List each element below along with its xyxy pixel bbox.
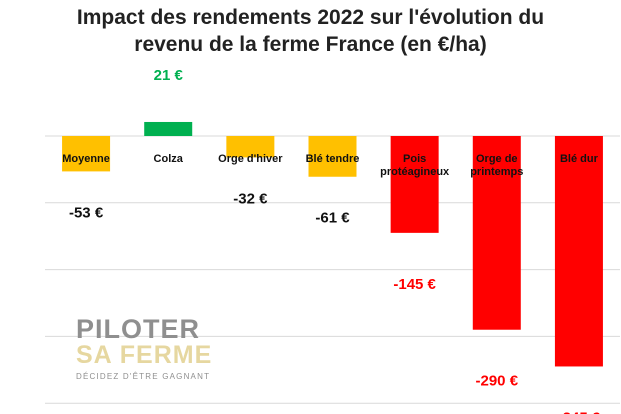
bar-3 bbox=[308, 136, 357, 177]
logo-line-1: PILOTER bbox=[76, 314, 201, 344]
chart-title-line-1: Impact des rendements 2022 sur l'évoluti… bbox=[76, 6, 545, 29]
value-label-0: -53 € bbox=[69, 204, 104, 221]
bar-0 bbox=[62, 136, 111, 172]
bar-1 bbox=[144, 121, 193, 136]
logo-tagline: DÉCIDEZ D'ÊTRE GAGNANT bbox=[76, 372, 211, 381]
category-label-4: Pois protéagineux bbox=[380, 153, 450, 178]
value-label-1: 21 € bbox=[154, 67, 184, 84]
category-label-5: Orge de printemps bbox=[470, 153, 523, 178]
logo-line-2: SA FERME bbox=[76, 341, 213, 369]
category-label-0: Moyenne bbox=[62, 153, 110, 165]
chart-title: Impact des rendements 2022 sur l'évoluti… bbox=[0, 4, 621, 58]
value-label-2: -32 € bbox=[233, 190, 268, 207]
bar-6 bbox=[554, 136, 603, 367]
value-label-5: -290 € bbox=[476, 373, 519, 390]
category-label-3: Blé tendre bbox=[306, 153, 360, 165]
piloter-sa-ferme-logo: PILOTER SA FERME DÉCIDEZ D'ÊTRE GAGNANT bbox=[76, 314, 218, 382]
bar-2 bbox=[226, 136, 275, 158]
bar-4 bbox=[390, 136, 439, 233]
chart-title-line-2: revenu de la ferme France (en €/ha) bbox=[134, 33, 487, 56]
value-label-3: -61 € bbox=[315, 210, 350, 227]
value-label-6: -345 € bbox=[558, 409, 601, 414]
bar-5 bbox=[472, 136, 521, 330]
category-label-2: Orge d'hiver bbox=[218, 153, 283, 165]
category-label-6: Blé dur bbox=[560, 153, 599, 165]
category-label-1: Colza bbox=[154, 153, 184, 165]
value-label-4: -145 € bbox=[393, 276, 436, 293]
